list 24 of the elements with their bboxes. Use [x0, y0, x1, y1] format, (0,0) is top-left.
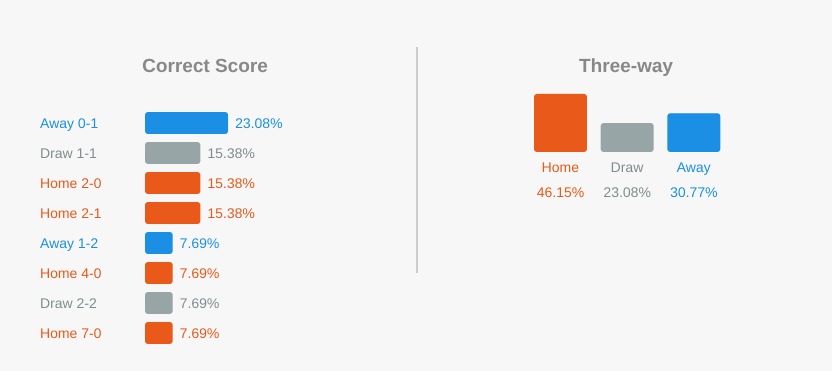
data-label: 15.38% [207, 145, 255, 161]
data-label: 7.69% [180, 235, 220, 251]
chart-title: Correct Score [141, 56, 269, 78]
y-tick-label: Home 7-0 [40, 325, 102, 341]
y-tick-label: Draw 2-2 [40, 295, 98, 311]
x-tick-label: Home [542, 159, 580, 175]
x-tick-label: Draw [610, 159, 644, 175]
y-tick-label: Home 4-0 [40, 265, 102, 281]
y-tick-label: Away 0-1 [40, 115, 98, 131]
y-tick-label: Draw 1-1 [40, 145, 98, 161]
data-label: 23.08% [235, 115, 283, 131]
data-label: 7.69% [180, 265, 220, 281]
data-label: 30.77% [670, 184, 718, 200]
data-label: 46.15% [536, 184, 584, 200]
x-tick-label: Away [676, 159, 711, 175]
data-label: 7.69% [180, 295, 220, 311]
y-tick-label: Away 1-2 [40, 235, 98, 251]
y-tick-label: Home 2-0 [40, 175, 102, 191]
y-tick-label: Home 2-1 [40, 205, 102, 221]
data-label: 15.38% [207, 175, 255, 191]
data-label: 7.69% [180, 325, 220, 341]
data-label: 23.08% [603, 184, 651, 200]
chart-title: Three-way [578, 56, 674, 78]
data-label: 15.38% [207, 205, 255, 221]
